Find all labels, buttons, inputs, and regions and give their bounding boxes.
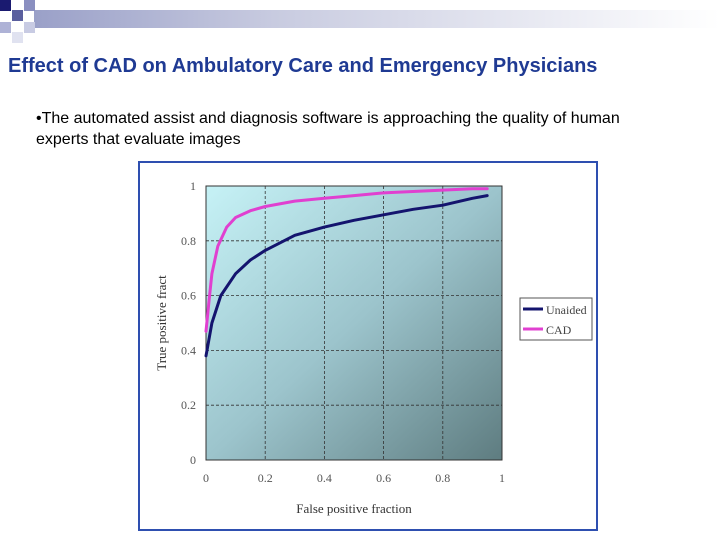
y-axis-label: True positive fract	[154, 275, 169, 371]
legend-box	[519, 297, 593, 341]
roc-chart: 0 0.2 0.4 0.6 0.8 1 0 0.2 0.4 0.6 0.8 1 False posi…	[138, 161, 598, 531]
series-line-cad	[204, 187, 489, 333]
x-tick-label: 0	[203, 471, 209, 485]
y-tick-label: 1	[190, 179, 196, 193]
legend-label-unaided: Unaided	[546, 303, 587, 317]
x-tick-label: 0.4	[317, 471, 332, 485]
legend: Unaided CAD	[519, 297, 593, 341]
x-tick-label: 0.8	[435, 471, 450, 485]
x-tick-labels: 0 0.2 0.4 0.6 0.8 1	[203, 471, 505, 485]
legend-label-cad: CAD	[546, 323, 572, 337]
y-tick-label: 0	[190, 453, 196, 467]
x-tick-label: 0.6	[376, 471, 391, 485]
slide-title: Effect of CAD on Ambulatory Care and Eme…	[8, 55, 598, 77]
series-line-unaided	[204, 194, 489, 358]
x-tick-label: 0.2	[258, 471, 273, 485]
bullet-text: •The automated assist and diagnosis soft…	[36, 110, 620, 148]
series-lines	[204, 187, 489, 358]
grid-lines	[206, 186, 502, 460]
chart-svg: 0 0.2 0.4 0.6 0.8 1 0 0.2 0.4 0.6 0.8 1 False posi…	[138, 161, 598, 531]
y-tick-label: 0.6	[181, 289, 196, 303]
decorative-square-pattern	[0, 0, 720, 43]
y-tick-labels: 0 0.2 0.4 0.6 0.8 1	[181, 179, 196, 467]
x-tick-label: 1	[499, 471, 505, 485]
x-axis-label: False positive fraction	[296, 501, 412, 516]
y-tick-label: 0.4	[181, 343, 196, 357]
plot-area	[205, 185, 503, 461]
y-tick-label: 0.8	[181, 234, 196, 248]
y-tick-label: 0.2	[181, 398, 196, 412]
